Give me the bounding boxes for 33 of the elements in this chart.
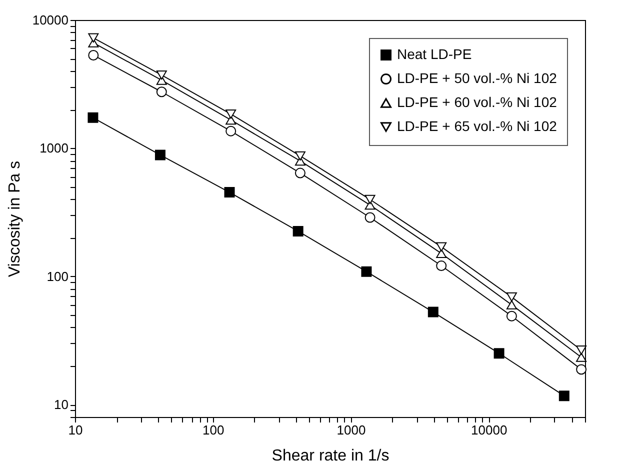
legend-label: LD-PE + 60 vol.-% Ni 102 [397,94,558,110]
point [576,352,587,362]
point [226,126,236,136]
point [156,70,167,80]
point [576,346,587,355]
point [224,187,235,198]
x-tick-label: 10 [68,422,83,438]
y-tick-label: 100 [46,268,68,284]
y-tick-label: 10000 [32,12,68,28]
legend-label: LD-PE + 50 vol.-% Ni 102 [397,70,558,86]
y-tick-label: 10 [54,397,68,412]
point [294,151,306,161]
point [364,212,376,223]
point [436,260,447,272]
y-tick-label: 1000 [40,140,68,156]
point [506,300,517,310]
x-tick-label: 1000 [336,422,366,438]
point [436,248,447,258]
legend-label: LD-PE + 65 vol.-% Ni 102 [397,118,558,134]
point [156,86,167,98]
point [576,364,587,375]
legend-label: Neat LD-PE [397,46,472,62]
y-axis-title: Viscosity in Pa s [6,160,24,278]
x-tick-label: 100 [202,422,224,438]
x-axis-title: Shear rate in 1/s [272,448,390,464]
point [506,292,517,302]
point [364,194,376,204]
point [154,150,166,160]
point [226,109,236,119]
point [436,242,447,252]
x-tick-label: 10000 [471,422,508,438]
point [294,168,306,178]
point [506,310,517,322]
